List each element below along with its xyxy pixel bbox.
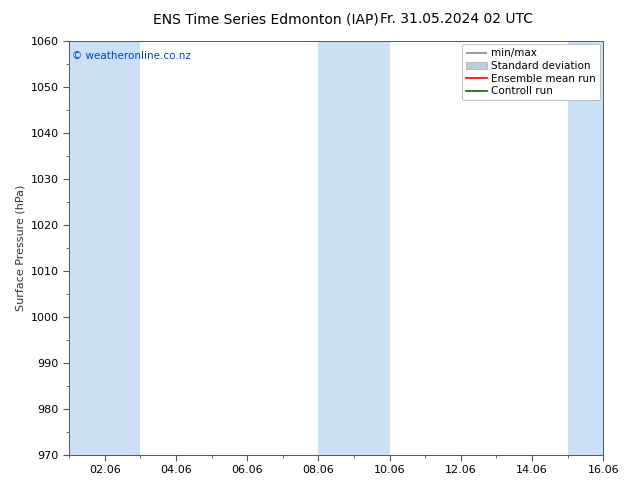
Y-axis label: Surface Pressure (hPa): Surface Pressure (hPa) [15,185,25,311]
Text: © weatheronline.co.nz: © weatheronline.co.nz [72,51,191,61]
Text: ENS Time Series Edmonton (IAP): ENS Time Series Edmonton (IAP) [153,12,379,26]
Bar [318,41,354,455]
Text: Fr. 31.05.2024 02 UTC: Fr. 31.05.2024 02 UTC [380,12,533,26]
Bar [69,41,105,455]
Legend: min/max, Standard deviation, Ensemble mean run, Controll run: min/max, Standard deviation, Ensemble me… [462,44,600,100]
Bar [567,41,603,455]
Bar [354,41,389,455]
Bar [105,41,140,455]
